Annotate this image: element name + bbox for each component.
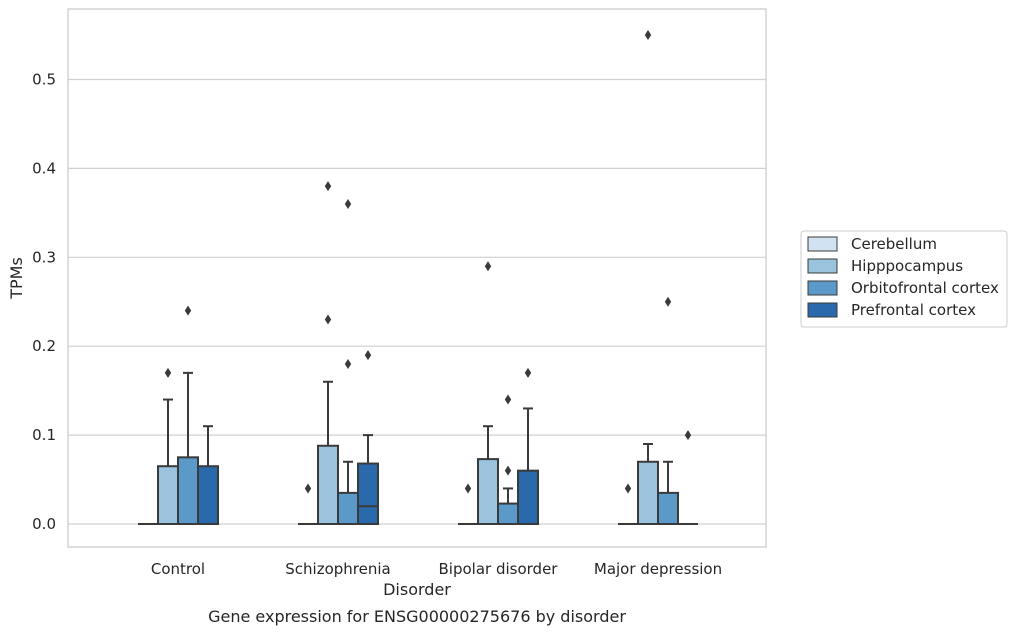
x-axis-ticks: Control Schizophrenia Bipolar disorder Majo… <box>151 560 722 578</box>
outlier-point <box>504 465 512 476</box>
boxes <box>138 30 698 526</box>
box <box>517 469 539 526</box>
legend-swatch <box>807 302 838 318</box>
outlier-point <box>184 305 192 316</box>
legend-label: Prefrontal cortex <box>851 301 976 319</box>
x-tick-label: Control <box>151 560 205 578</box>
outlier-point <box>624 483 632 494</box>
box-group <box>458 483 478 525</box>
box <box>317 444 339 526</box>
outlier-point <box>504 394 512 405</box>
box-group <box>337 198 359 526</box>
box <box>337 491 359 526</box>
outlier-point <box>344 358 352 369</box>
legend-label: Cerebellum <box>851 235 937 253</box>
box-group <box>517 367 539 526</box>
outlier-point <box>344 198 352 209</box>
outlier-point <box>484 261 492 272</box>
box <box>177 456 199 526</box>
x-axis-title: Disorder <box>383 580 451 599</box>
box-group <box>618 483 638 525</box>
box <box>357 462 379 526</box>
box <box>477 458 499 525</box>
box-group <box>657 296 679 526</box>
box-group <box>357 350 379 526</box>
y-tick-label: 0.1 <box>32 426 56 444</box>
y-tick-label: 0.4 <box>32 159 56 177</box>
figure-caption: Gene expression for ENSG00000275676 by d… <box>208 607 626 626</box>
box-group <box>497 394 519 526</box>
outlier-point <box>324 314 332 325</box>
x-tick-label: Schizophrenia <box>285 560 390 578</box>
y-tick-label: 0.2 <box>32 337 56 355</box>
box <box>497 502 519 526</box>
outlier-point <box>524 367 532 378</box>
legend-frame <box>800 230 1008 328</box>
plot-frame <box>67 8 767 548</box>
legend: Cerebellum Hipppocampus Orbitofrontal cort… <box>800 230 1008 328</box>
outlier-point <box>464 483 472 494</box>
box <box>657 491 679 526</box>
y-tick-label: 0.5 <box>32 71 56 89</box>
legend-swatch <box>807 258 838 274</box>
box-group <box>678 430 698 525</box>
box <box>157 465 179 525</box>
y-tick-label: 0.3 <box>32 248 56 266</box>
y-tick-label: 0.0 <box>32 515 56 533</box>
legend-swatch <box>807 236 838 252</box>
legend-label: Orbitofrontal cortex <box>851 279 999 297</box>
x-tick-label: Bipolar disorder <box>439 560 559 578</box>
y-axis-ticks: 0.0 0.1 0.2 0.3 0.4 0.5 <box>32 71 56 534</box>
y-axis-title: TPMs <box>7 257 26 300</box>
legend-swatch <box>807 280 838 296</box>
outlier-point <box>684 430 692 441</box>
outlier-point <box>324 181 332 192</box>
box <box>637 460 659 525</box>
outlier-point <box>364 350 372 361</box>
legend-label: Hipppocampus <box>851 257 963 275</box>
outlier-point <box>164 367 172 378</box>
x-tick-label: Major depression <box>594 560 722 578</box>
box <box>197 465 219 525</box>
box-group <box>317 181 339 526</box>
box-group <box>477 261 499 525</box>
box-group <box>298 483 318 525</box>
outlier-point <box>644 30 652 41</box>
outlier-point <box>304 483 312 494</box>
box-group <box>197 425 219 525</box>
outlier-point <box>664 296 672 307</box>
